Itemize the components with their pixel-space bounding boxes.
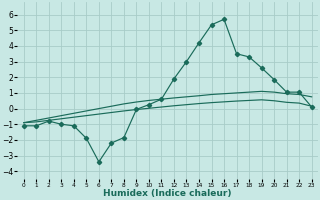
X-axis label: Humidex (Indice chaleur): Humidex (Indice chaleur) — [103, 189, 232, 198]
